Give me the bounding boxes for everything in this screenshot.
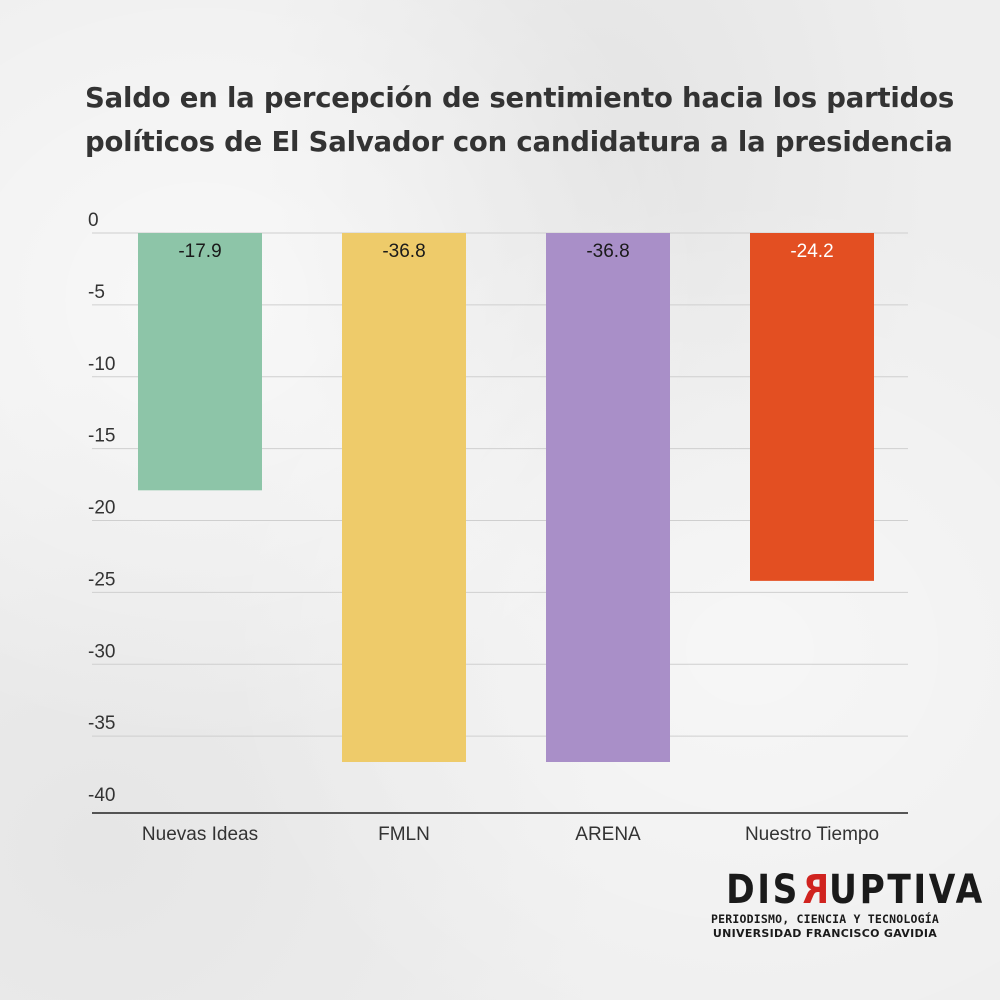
logo-tagline: PERIODISMO, CIENCIA Y TECNOLOGÍA <box>711 912 939 926</box>
bars <box>138 233 874 762</box>
y-tick-label: 0 <box>88 210 99 231</box>
y-tick-label: -30 <box>88 641 115 662</box>
x-tick-label: ARENA <box>575 824 641 845</box>
data-label: -17.9 <box>178 241 221 262</box>
y-tick-label: -20 <box>88 498 115 519</box>
bar <box>546 233 670 762</box>
x-axis-labels: Nuevas Ideas FMLN ARENA Nuestro Tiempo <box>142 824 879 845</box>
x-tick-label: FMLN <box>378 824 430 845</box>
y-tick-label: -25 <box>88 569 115 590</box>
data-label: -36.8 <box>586 241 629 262</box>
logo-word-part-1: DIS <box>726 867 800 913</box>
x-tick-label: Nuevas Ideas <box>142 824 258 845</box>
bar <box>750 233 874 581</box>
bar <box>138 233 262 491</box>
x-tick-label: Nuestro Tiempo <box>745 824 879 845</box>
chart-title: Saldo en la percepción de sentimiento ha… <box>85 76 965 164</box>
value-labels: -17.9 -36.8 -36.8 -24.2 <box>178 241 833 262</box>
y-tick-label: -5 <box>88 282 105 303</box>
data-label: -36.8 <box>382 241 425 262</box>
disruptiva-logo: DISRUPTIVA PERIODISMO, CIENCIA Y TECNOLO… <box>710 867 982 941</box>
y-tick-label: -40 <box>88 785 115 806</box>
y-axis-ticks: 0 -5 -10 -15 -20 -25 -30 -35 -40 <box>88 210 115 806</box>
chart-title-line-2: políticos de El Salvador con candidatura… <box>85 126 953 158</box>
logo-reversed-r: R <box>799 867 830 913</box>
data-label: -24.2 <box>790 241 833 262</box>
logo-word-part-2: UPTIVA <box>829 867 985 913</box>
chart-title-line-1: Saldo en la percepción de sentimiento ha… <box>85 82 954 114</box>
bar <box>342 233 466 762</box>
y-tick-label: -35 <box>88 713 115 734</box>
logo-university: UNIVERSIDAD FRANCISCO GAVIDIA <box>712 927 938 940</box>
y-tick-label: -15 <box>88 426 115 447</box>
logo-wordmark: DISRUPTIVA <box>726 867 982 913</box>
y-tick-label: -10 <box>88 354 115 375</box>
